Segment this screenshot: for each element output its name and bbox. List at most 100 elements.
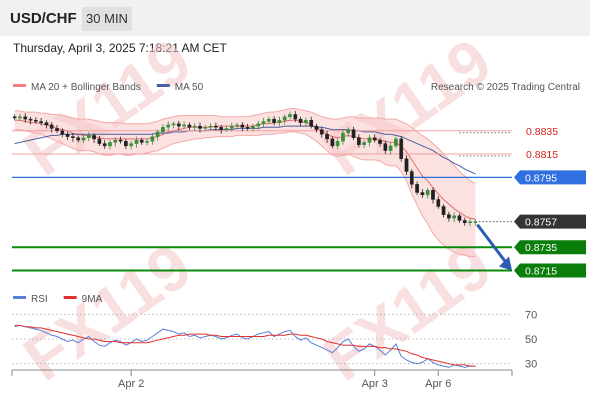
legend-label-1: MA 20 + Bollinger Bands — [31, 82, 141, 93]
ma20-line — [14, 119, 476, 220]
candle-body-20 — [118, 139, 123, 142]
candle-body-21 — [124, 141, 128, 147]
bb-upper-line — [14, 108, 476, 184]
candle-body-27 — [155, 131, 160, 137]
candle-body-17 — [102, 143, 107, 147]
candle-body-75 — [409, 171, 414, 185]
level-0-8835-label: 0.8835 — [526, 126, 558, 138]
forecast-arrow-head — [499, 256, 512, 271]
candle-body-60 — [330, 138, 335, 147]
rsi-tick-50: 50 — [525, 334, 537, 346]
candle-body-54 — [298, 118, 303, 123]
legend-swatch-1 — [13, 84, 26, 87]
candle-body-7 — [49, 124, 54, 129]
candle-body-29 — [166, 124, 171, 128]
level-0-8795-box — [514, 170, 586, 185]
candle-body-41 — [229, 125, 234, 129]
candle-body-64 — [351, 129, 356, 138]
level-0-8715-box — [514, 263, 586, 278]
candle-body-74 — [404, 158, 409, 172]
candle-body-85 — [462, 220, 467, 223]
candle-body-43 — [240, 124, 245, 128]
candle-body-49 — [272, 118, 276, 123]
level-0-8715-label: 0.8715 — [525, 266, 557, 278]
candle-body-86 — [468, 221, 472, 223]
candle-body-40 — [224, 128, 229, 130]
candle-body-25 — [145, 141, 149, 143]
level-0-8757-box — [514, 214, 586, 229]
candle-body-10 — [65, 134, 70, 137]
legend-label-2: MA 50 — [175, 82, 204, 93]
legend-swatch-2 — [156, 84, 170, 87]
candle-body-30 — [171, 123, 176, 126]
candle-body-15 — [92, 135, 96, 140]
candle-body-35 — [198, 125, 202, 129]
level-0-8735-label: 0.8735 — [525, 242, 557, 254]
candle-body-14 — [86, 135, 91, 138]
candle-body-26 — [150, 136, 155, 142]
candle-body-69 — [378, 139, 382, 144]
candle-body-76 — [415, 184, 419, 193]
candle-body-1 — [18, 116, 22, 119]
x-tick-label-3: Apr 6 — [425, 378, 451, 390]
candle-body-23 — [134, 139, 139, 144]
candle-body-51 — [282, 116, 287, 121]
candle-body-22 — [129, 143, 133, 147]
candle-body-28 — [161, 127, 165, 133]
candle-body-79 — [431, 189, 435, 200]
candle-body-55 — [304, 120, 308, 123]
candle-body-24 — [139, 139, 144, 143]
candle-body-4 — [33, 120, 38, 122]
candle-body-0 — [12, 116, 17, 119]
timeframe-button[interactable]: 30 MIN — [82, 7, 132, 31]
rsi-tick-30: 30 — [525, 359, 537, 371]
candle-body-11 — [71, 136, 75, 138]
level-0-8815-label: 0.8815 — [526, 149, 558, 161]
x-axis: Apr 2 Apr 3 Apr 6 — [11, 369, 513, 390]
candle-body-66 — [362, 142, 366, 145]
candle-body-82 — [447, 214, 451, 219]
candle-body-44 — [245, 127, 250, 129]
candle-body-70 — [383, 143, 388, 151]
candle-body-52 — [288, 114, 292, 117]
candle-body-80 — [436, 199, 441, 207]
candle-body-32 — [182, 124, 186, 127]
candle-body-13 — [81, 137, 86, 141]
candle-body-87 — [473, 221, 478, 223]
rsi-legend-swatch-2 — [63, 296, 77, 299]
rsi-legend-label-1: RSI — [31, 294, 48, 305]
x-tick-label-1: Apr 2 — [118, 378, 144, 390]
credit-text: Research © 2025 Trading Central — [431, 82, 580, 93]
x-tick-label-2: Apr 3 — [362, 378, 388, 390]
candle-body-36 — [203, 127, 208, 129]
candle-body-57 — [314, 125, 319, 130]
candle-body-18 — [108, 142, 112, 147]
candle-body-72 — [394, 138, 398, 147]
forecast-arrow-shaft — [476, 223, 508, 264]
candle-body-53 — [293, 114, 298, 120]
candle-body-46 — [256, 123, 261, 127]
chart-datetime: Thursday, April 3, 2025 7:18:21 AM CET — [13, 41, 227, 55]
rsi-tick-70: 70 — [525, 309, 537, 321]
candle-body-45 — [251, 125, 255, 129]
candle-body-50 — [277, 120, 282, 123]
candle-body-63 — [346, 129, 351, 134]
candle-body-2 — [23, 116, 28, 120]
ma50-line — [14, 125, 476, 175]
watermark-1: FX119 — [11, 24, 204, 189]
candle-body-73 — [399, 138, 404, 159]
candle-body-62 — [341, 132, 345, 142]
candle-body-78 — [425, 189, 430, 196]
candle-body-68 — [372, 137, 377, 141]
level-0-8757-label: 0.8757 — [525, 217, 557, 229]
candle-body-5 — [39, 121, 43, 123]
candle-body-65 — [357, 137, 361, 145]
rsi-ma9-line — [14, 324, 476, 367]
candle-body-48 — [266, 118, 271, 122]
rsi-panel: RSI 9MA 70 50 30 — [12, 294, 537, 371]
candle-body-59 — [325, 134, 329, 140]
level-0-8735-box — [514, 240, 586, 255]
candle-body-33 — [187, 124, 192, 128]
candle-body-3 — [28, 118, 33, 121]
